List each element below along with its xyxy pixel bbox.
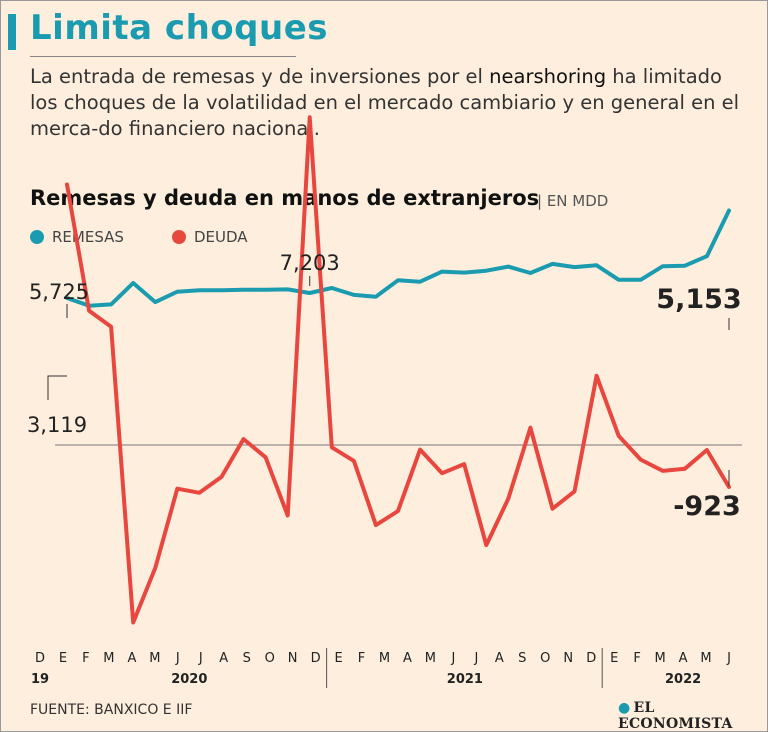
source-note: FUENTE: BANXICO E IIF xyxy=(30,702,193,718)
annotation-label: 5,153 xyxy=(656,284,741,315)
annotation-label: 7,203 xyxy=(280,251,340,275)
x-tick-label: J xyxy=(175,651,180,666)
x-tick-label: N xyxy=(288,651,298,666)
x-tick-label: J xyxy=(198,651,203,666)
annotation-label: 5,725 xyxy=(29,280,89,304)
page-title: Limita choques xyxy=(30,8,328,48)
x-tick-label: E xyxy=(610,651,618,666)
x-tick-label: F xyxy=(633,651,640,666)
x-tick-label: D xyxy=(311,651,321,666)
year-label: 2022 xyxy=(665,672,701,687)
x-tick-label: S xyxy=(243,651,251,666)
series-line-remesas xyxy=(65,208,731,308)
annotation-bracket xyxy=(47,375,67,400)
chart-unit: | EN MDD xyxy=(537,192,609,210)
x-tick-label: M xyxy=(654,651,665,666)
x-tick-label: N xyxy=(563,651,573,666)
x-tick-label: M xyxy=(700,651,711,666)
title-divider xyxy=(30,56,296,57)
x-tick-label: J xyxy=(450,651,455,666)
x-tick-label: A xyxy=(403,651,412,666)
globe-icon: ● xyxy=(618,700,631,716)
year-label: 19 xyxy=(31,672,49,687)
legend-item-deuda: DEUDA xyxy=(172,228,248,246)
x-tick-label: J xyxy=(726,651,731,666)
x-tick-label: M xyxy=(149,651,160,666)
annotation-label: -923 xyxy=(673,491,741,522)
legend-dot-deuda xyxy=(172,230,186,244)
x-tick-label: A xyxy=(127,651,136,666)
x-tick-label: O xyxy=(540,651,550,666)
x-tick-label: J xyxy=(473,651,478,666)
legend-item-remesas: REMESAS xyxy=(30,228,124,246)
x-tick-label: D xyxy=(586,651,596,666)
chart-title: Remesas y deuda en manos de extranjeros xyxy=(30,186,540,210)
page-subtitle: La entrada de remesas y de inversiones p… xyxy=(30,64,750,142)
x-tick-label: M xyxy=(103,651,114,666)
x-tick-label: E xyxy=(334,651,342,666)
x-tick-label: F xyxy=(82,651,89,666)
x-tick-label: M xyxy=(425,651,436,666)
series-line-deuda xyxy=(65,115,731,625)
subtitle-post: ha limitado los choques de la volatilida… xyxy=(30,65,740,140)
annotation-label: 3,119 xyxy=(27,413,87,437)
x-tick-label: F xyxy=(358,651,365,666)
chart-unit-text: EN MDD xyxy=(546,192,609,210)
x-tick-label: D xyxy=(35,651,45,666)
x-tick-label: O xyxy=(265,651,275,666)
legend-label-remesas: REMESAS xyxy=(52,228,124,246)
title-accent-bar xyxy=(8,14,16,50)
subtitle-pre: La entrada de remesas y de inversiones p… xyxy=(30,65,490,88)
year-label: 2021 xyxy=(447,672,483,687)
subtitle-bold: nearshoring xyxy=(489,65,607,88)
x-tick-label: M xyxy=(379,651,390,666)
legend-label-deuda: DEUDA xyxy=(194,228,248,246)
x-tick-label: E xyxy=(59,651,67,666)
brand-logo: ● EL ECONOMISTA xyxy=(618,700,768,732)
brand-name: EL ECONOMISTA xyxy=(618,700,733,732)
x-tick-label: S xyxy=(518,651,526,666)
x-tick-label: A xyxy=(679,651,688,666)
year-label: 2020 xyxy=(171,672,207,687)
x-tick-label: A xyxy=(219,651,228,666)
legend-dot-remesas xyxy=(30,230,44,244)
x-tick-label: A xyxy=(495,651,504,666)
